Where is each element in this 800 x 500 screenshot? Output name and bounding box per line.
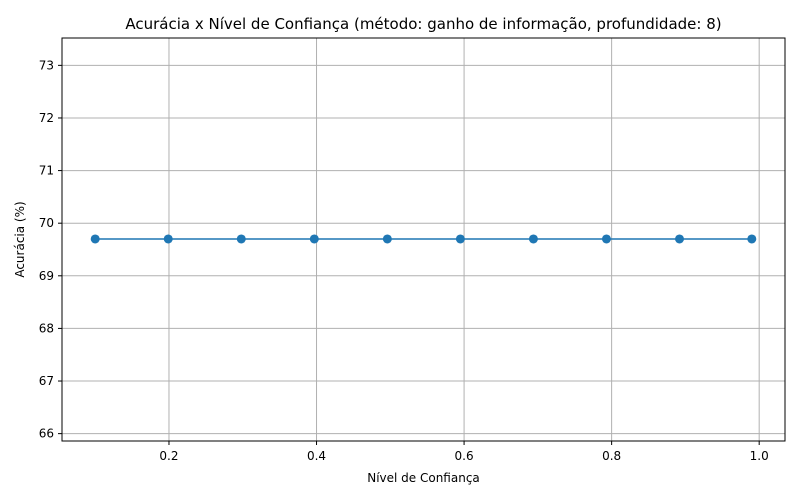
data-point: [675, 234, 685, 244]
y-tick-label: 70: [39, 216, 54, 230]
data-point: [309, 234, 319, 244]
y-tick-label: 68: [39, 321, 54, 335]
data-point: [382, 234, 392, 244]
y-tick-label: 67: [39, 374, 54, 388]
data-point: [163, 234, 173, 244]
y-axis-label: Acurácia (%): [13, 201, 27, 277]
x-tick-label: 0.6: [455, 449, 474, 463]
series-layer: [90, 234, 757, 244]
y-tick-label: 72: [39, 111, 54, 125]
y-axis: 66 67 68 69 70 71 72 73: [39, 58, 62, 441]
data-point: [601, 234, 611, 244]
y-tick-label: 73: [39, 58, 54, 72]
x-axis: 0.2 0.4 0.6 0.8 1.0: [159, 441, 769, 463]
plot-frame: [61, 37, 786, 442]
x-tick-label: 0.8: [602, 449, 621, 463]
x-axis-label: Nível de Confiança: [367, 471, 480, 485]
data-point: [90, 234, 100, 244]
y-tick-label: 69: [39, 269, 54, 283]
y-tick-label: 66: [39, 427, 54, 441]
data-point: [455, 234, 465, 244]
data-point: [528, 234, 538, 244]
x-tick-label: 0.4: [307, 449, 326, 463]
x-tick-label: 0.2: [159, 449, 178, 463]
y-tick-label: 71: [39, 164, 54, 178]
data-point: [236, 234, 246, 244]
chart-title: Acurácia x Nível de Confiança (método: g…: [125, 15, 721, 33]
grid: [62, 38, 785, 441]
data-point: [747, 234, 757, 244]
x-tick-label: 1.0: [750, 449, 769, 463]
